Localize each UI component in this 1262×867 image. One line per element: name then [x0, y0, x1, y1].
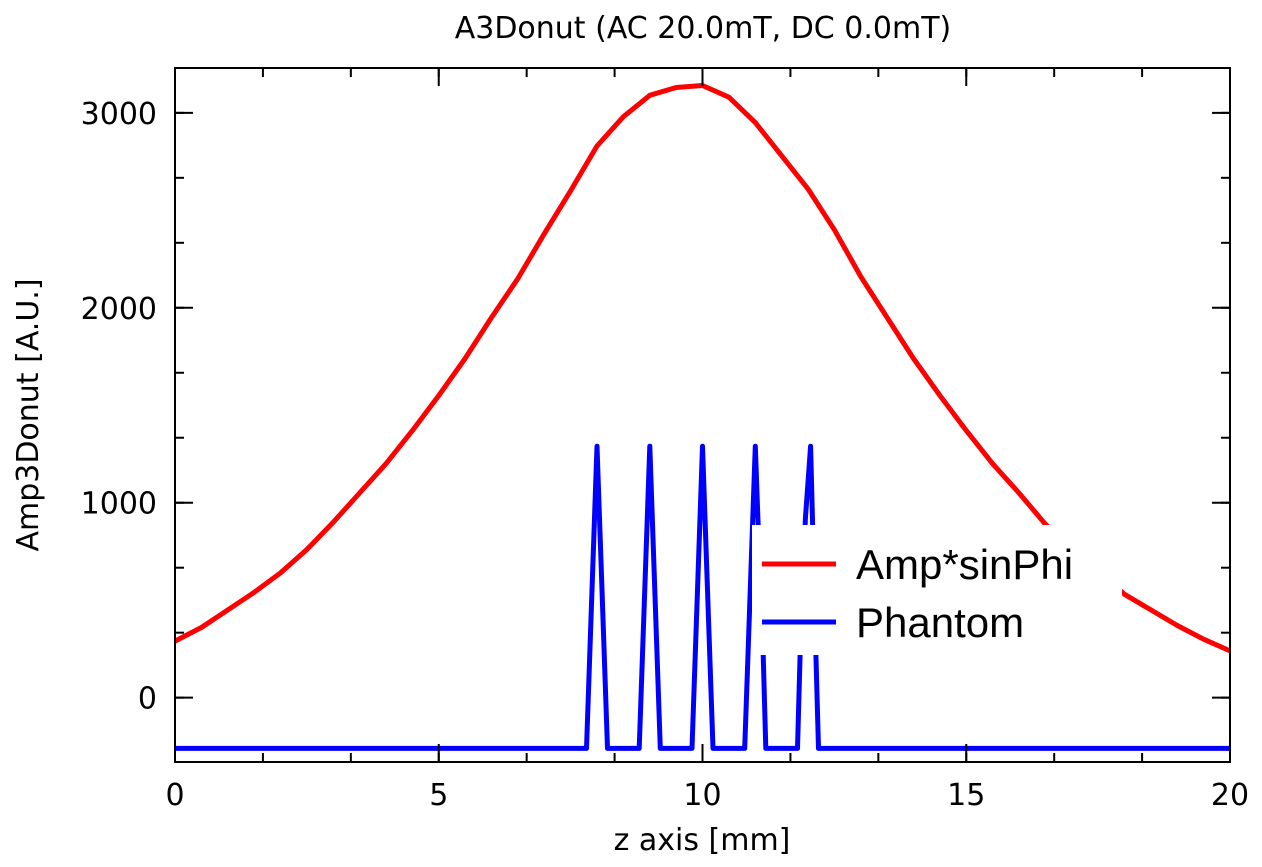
series-line-phantom [175, 443, 1230, 751]
x-tick-label: 10 [683, 778, 721, 813]
legend-label-phantom: Phantom [856, 599, 1024, 646]
chart-title: A3Donut (AC 20.0mT, DC 0.0mT) [455, 11, 952, 46]
y-tick-label: 3000 [81, 97, 157, 132]
x-axis-label: z axis [mm] [614, 823, 791, 858]
x-tick-label: 15 [947, 778, 985, 813]
legend: Amp*sinPhi Phantom [752, 525, 1122, 655]
y-axis-label: Amp3Donut [A.U.] [11, 278, 46, 551]
x-tick-label: 5 [429, 778, 448, 813]
y-tick-label: 1000 [81, 487, 157, 522]
legend-label-amp-sinphi: Amp*sinPhi [856, 541, 1073, 588]
plot-frame [174, 67, 1231, 763]
x-tick-label: 20 [1211, 778, 1249, 813]
y-tick-label: 0 [138, 682, 157, 717]
axis-ticks [174, 68, 1231, 762]
tick-labels: 0 5 10 15 20 0 1000 2000 3000 [81, 97, 1249, 813]
x-tick-label: 0 [165, 778, 184, 813]
y-tick-label: 2000 [81, 292, 157, 327]
legend-background [752, 525, 1122, 655]
